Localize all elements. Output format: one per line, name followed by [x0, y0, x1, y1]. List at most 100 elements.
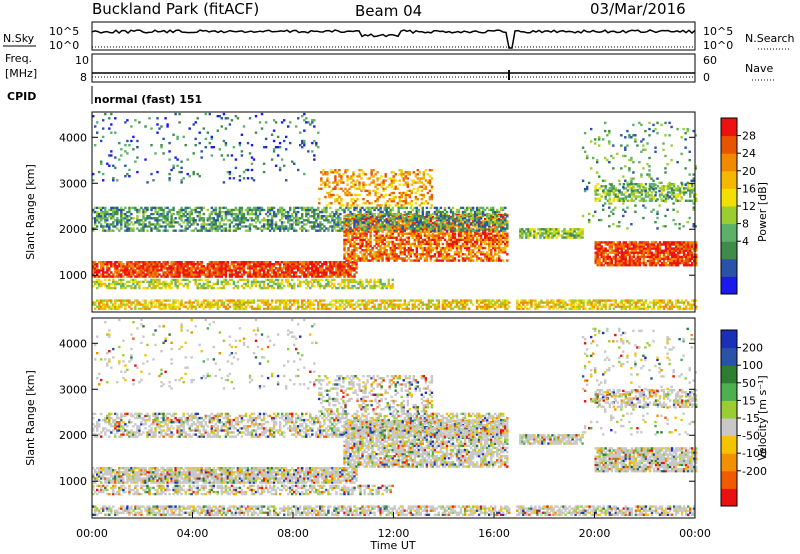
heatmap-cell — [379, 249, 382, 252]
heatmap-cell — [291, 215, 294, 218]
heatmap-cell — [358, 181, 361, 184]
heatmap-cell — [392, 191, 395, 195]
heatmap-cell — [196, 215, 199, 218]
heatmap-cell — [379, 286, 382, 290]
heatmap-cell — [128, 219, 131, 222]
heatmap-cell — [130, 286, 133, 290]
heatmap-cell — [377, 234, 380, 237]
heatmap-cell — [323, 206, 326, 210]
heatmap-cell — [374, 200, 377, 203]
heatmap-cell — [325, 215, 328, 218]
heatmap-cell — [278, 269, 282, 272]
heatmap-cell — [299, 227, 302, 230]
heatmap-cell — [234, 265, 238, 268]
heatmap-cell — [500, 215, 503, 218]
heatmap-cell — [401, 206, 404, 210]
heatmap-cell — [484, 221, 487, 224]
heatmap-cell — [256, 208, 260, 212]
heatmap-cell — [258, 275, 262, 278]
heatmap-cell — [467, 246, 471, 250]
heatmap-cell — [379, 257, 382, 260]
heatmap-cell — [577, 228, 580, 231]
heatmap-cell — [214, 212, 218, 216]
heatmap-cell — [457, 215, 461, 218]
heatmap-cell — [380, 185, 383, 188]
heatmap-cell — [126, 139, 129, 143]
heatmap-cell — [297, 267, 300, 270]
heatmap-cell — [327, 229, 330, 232]
heatmap-cell — [319, 223, 322, 226]
heatmap-cell — [415, 244, 419, 248]
heatmap-cell — [98, 215, 101, 218]
heatmap-cell — [376, 183, 379, 186]
heatmap-cell — [228, 210, 232, 214]
heatmap-cell — [413, 242, 417, 246]
heatmap-cell — [216, 217, 220, 220]
heatmap-cell — [334, 179, 337, 182]
heatmap-cell — [451, 232, 455, 235]
heatmap-cell — [287, 275, 290, 278]
heatmap-cell — [417, 223, 421, 226]
heatmap-cell — [248, 208, 252, 212]
heatmap-cell — [596, 243, 599, 246]
heatmap-cell — [506, 244, 509, 248]
heatmap-cell — [226, 261, 230, 264]
heatmap-cell — [260, 261, 264, 264]
heatmap-cell — [283, 164, 286, 167]
heatmap-cell — [126, 280, 129, 284]
heatmap-cell — [337, 219, 340, 222]
heatmap-cell — [388, 193, 391, 197]
heatmap-cell — [106, 217, 109, 220]
heatmap-cell — [422, 177, 426, 180]
heatmap-cell — [429, 238, 433, 242]
heatmap-cell — [264, 219, 268, 222]
heatmap-cell — [441, 210, 445, 214]
heatmap-cell — [435, 226, 439, 229]
heatmap-cell — [377, 236, 380, 239]
heatmap-cell — [405, 236, 409, 239]
heatmap-cell — [614, 259, 618, 263]
heatmap-cell — [313, 223, 316, 226]
heatmap-cell — [425, 223, 429, 226]
heatmap-cell — [148, 225, 151, 228]
heatmap-cell — [371, 286, 374, 290]
heatmap-cell — [256, 263, 260, 266]
heatmap-cell — [467, 234, 471, 237]
heatmap-cell — [443, 223, 447, 226]
heatmap-cell — [194, 269, 197, 272]
heatmap-cell — [463, 259, 467, 262]
heatmap-cell — [443, 255, 447, 258]
heatmap-cell — [214, 267, 218, 270]
heatmap-cell — [333, 212, 336, 216]
heatmap-cell — [132, 206, 135, 210]
heatmap-cell — [457, 238, 461, 242]
heatmap-cell — [363, 244, 366, 248]
heatmap-cell — [250, 223, 254, 226]
heatmap-cell — [469, 206, 473, 210]
heatmap-cell — [236, 284, 240, 288]
heatmap-cell — [437, 229, 441, 232]
heatmap-cell — [287, 280, 290, 284]
heatmap-cell — [242, 273, 246, 276]
heatmap-cell — [449, 223, 453, 226]
heatmap-cell — [453, 253, 457, 256]
heatmap-cell — [260, 265, 264, 268]
heatmap-cell — [596, 264, 599, 267]
heatmap-cell — [347, 215, 350, 218]
heatmap-cell — [188, 212, 191, 216]
heatmap-cell — [463, 240, 467, 244]
heatmap-cell — [411, 223, 415, 226]
heatmap-cell — [469, 210, 473, 214]
heatmap-cell — [490, 232, 493, 235]
heatmap-cell — [180, 215, 183, 218]
heatmap-cell — [200, 219, 203, 222]
heatmap-cell — [118, 271, 121, 274]
heatmap-cell — [212, 261, 216, 264]
heatmap-cell — [285, 263, 288, 266]
heatmap-cell — [357, 223, 360, 226]
heatmap-cell — [136, 267, 139, 270]
heatmap-cell — [355, 271, 358, 274]
heatmap-cell — [423, 259, 427, 262]
heatmap-cell — [385, 219, 388, 222]
heatmap-cell — [465, 215, 469, 218]
